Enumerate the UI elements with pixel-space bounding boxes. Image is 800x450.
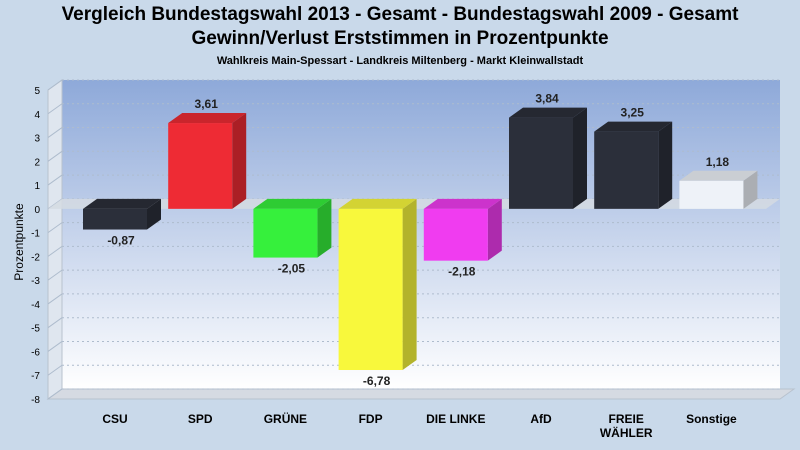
gridline-side xyxy=(47,364,63,376)
x-tick-label: CSU xyxy=(102,412,127,426)
gridline-side xyxy=(47,341,63,352)
bar-2 xyxy=(253,208,318,258)
data-label-4: -2,18 xyxy=(448,265,476,279)
data-label-5: 3,84 xyxy=(535,92,559,106)
plot-floor xyxy=(46,388,796,400)
plot-left-wall xyxy=(47,79,63,400)
y-tick-label: -5 xyxy=(31,324,40,335)
bar-side-7 xyxy=(743,170,758,209)
bar-side-2 xyxy=(317,198,332,258)
y-tick-label: -1 xyxy=(31,229,40,240)
gridline-side xyxy=(47,222,63,234)
y-tick-label: 2 xyxy=(34,157,40,168)
bar-top-4 xyxy=(423,198,502,209)
chart-caption: Wahlkreis Main-Spessart - Landkreis Milt… xyxy=(216,55,584,67)
bar-side-0 xyxy=(147,198,161,230)
bar-0 xyxy=(83,208,147,230)
y-tick-label: -3 xyxy=(31,276,40,287)
x-tick-label: SPD xyxy=(188,412,213,426)
chart-subtitle: Gewinn/Verlust Erststimmen in Prozentpun… xyxy=(191,28,609,49)
x-tick-label: FDP xyxy=(359,412,383,426)
bar-side-4 xyxy=(487,198,502,261)
x-tick-label: GRÜNE xyxy=(264,411,307,426)
y-tick-label: -8 xyxy=(31,395,40,406)
bar-3 xyxy=(338,208,403,371)
chart-title: Vergleich Bundestagswahl 2013 - Gesamt -… xyxy=(61,4,739,25)
y-tick-label: 4 xyxy=(34,110,40,121)
bar-side-6 xyxy=(658,121,673,209)
y-tick-label: -7 xyxy=(31,371,40,382)
data-label-3: -6,78 xyxy=(363,374,391,388)
bar-7 xyxy=(679,180,744,209)
bar-1 xyxy=(168,123,233,209)
y-tick-label: -2 xyxy=(31,252,40,263)
gridline-side xyxy=(47,317,63,329)
y-tick-label: -6 xyxy=(31,347,40,358)
x-tick-label: FREIE xyxy=(609,412,644,426)
bar-top-6 xyxy=(594,121,673,132)
gridline-side xyxy=(47,269,63,281)
gridline-side xyxy=(47,127,63,138)
y-tick-label: 3 xyxy=(34,134,40,145)
bar-top-5 xyxy=(509,107,587,118)
y-tick-label: -4 xyxy=(31,300,40,311)
gridline-side xyxy=(47,293,63,305)
bar-top-3 xyxy=(338,198,417,209)
gridline-side xyxy=(47,103,63,115)
data-label-6: 3,25 xyxy=(621,106,645,120)
gridline-side xyxy=(47,174,63,186)
x-tick-label: AfD xyxy=(530,412,552,426)
bar-top-2 xyxy=(253,198,332,209)
data-label-1: 3,61 xyxy=(195,97,219,111)
bar-top-1 xyxy=(168,113,247,124)
gridline-side xyxy=(47,388,63,400)
bar-side-3 xyxy=(402,198,417,371)
bar-4 xyxy=(423,208,488,261)
y-tick-label: 0 xyxy=(34,205,40,216)
data-label-0: -0,87 xyxy=(107,234,135,248)
gridline-side xyxy=(47,79,63,91)
bar-top-7 xyxy=(679,170,758,181)
gridline-side xyxy=(47,245,63,257)
data-label-7: 1,18 xyxy=(706,155,730,169)
x-tick-label: Sonstige xyxy=(686,412,737,426)
y-tick-label: 1 xyxy=(34,181,40,192)
bar-top-0 xyxy=(83,198,161,209)
bar-5 xyxy=(509,117,573,209)
y-tick-label: 5 xyxy=(34,86,40,97)
bar-side-5 xyxy=(573,107,587,209)
gridline-side xyxy=(47,150,63,162)
data-label-2: -2,05 xyxy=(278,262,306,276)
bar-6 xyxy=(594,131,659,209)
bar-side-1 xyxy=(232,113,247,209)
x-tick-label: DIE LINKE xyxy=(426,412,485,426)
x-tick-label: WÄHLER xyxy=(600,425,653,440)
